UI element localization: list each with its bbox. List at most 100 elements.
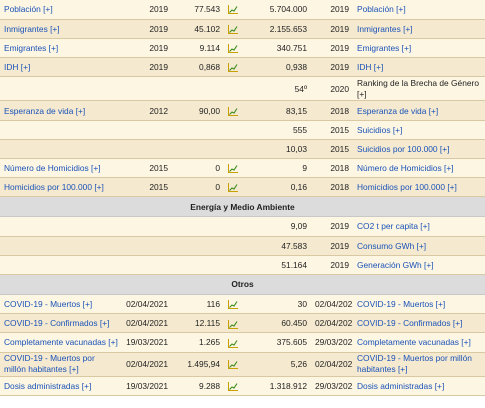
left-date: 2012 — [118, 100, 172, 121]
left-chart-cell — [224, 139, 246, 159]
right-date: 02/04/2021 — [311, 352, 353, 378]
left-value: 0,868 — [172, 57, 224, 77]
table-row: 9,09 2019 CO2 t per capita [+] — [0, 216, 485, 237]
right-date: 2015 — [311, 120, 353, 140]
left-value — [172, 236, 224, 256]
left-chart-cell — [224, 19, 246, 39]
left-indicator-link[interactable]: Inmigrantes [+] — [0, 19, 118, 39]
right-indicator-link[interactable]: Emigrantes [+] — [353, 38, 485, 58]
mini-chart-icon[interactable] — [228, 360, 238, 370]
right-value: 54º — [246, 76, 311, 102]
right-value: 340.751 — [246, 38, 311, 58]
right-indicator-link[interactable]: COVID-19 - Muertos por millón habitantes… — [353, 352, 485, 378]
left-indicator-link[interactable]: IDH [+] — [0, 57, 118, 77]
left-date: 19/03/2021 — [118, 376, 172, 397]
left-value: 116 — [172, 294, 224, 315]
mini-chart-icon[interactable] — [228, 5, 238, 15]
left-chart-cell — [224, 38, 246, 58]
left-chart-cell — [224, 352, 246, 378]
mini-chart-icon[interactable] — [228, 319, 238, 329]
section-title: Energía y Medio Ambiente — [0, 196, 485, 218]
mini-chart-icon[interactable] — [228, 62, 238, 72]
right-indicator-link[interactable]: Suicidios por 100.000 [+] — [353, 139, 485, 159]
section-title: Otros — [0, 274, 485, 296]
right-value: 5.704.000 — [246, 0, 311, 20]
right-date: 2019 — [311, 236, 353, 256]
right-indicator-link[interactable]: Consumo GWh [+] — [353, 236, 485, 256]
left-date: 2019 — [118, 57, 172, 77]
table-row: Número de Homicidios [+] 2015 0 9 2018 Número… — [0, 158, 485, 178]
mini-chart-icon[interactable] — [228, 43, 238, 53]
right-indicator-link[interactable]: Dosis administradas [+] — [353, 376, 485, 397]
mini-chart-icon[interactable] — [228, 338, 238, 348]
left-value — [172, 139, 224, 159]
left-date: 2019 — [118, 0, 172, 20]
left-value: 9.288 — [172, 376, 224, 397]
left-chart-cell — [224, 216, 246, 237]
left-indicator-link[interactable]: Emigrantes [+] — [0, 38, 118, 58]
left-date: 02/04/2021 — [118, 313, 172, 334]
section-header: Otros — [0, 274, 485, 296]
left-indicator-link[interactable]: COVID-19 - Muertos [+] — [0, 294, 118, 315]
left-indicator-link[interactable]: Número de Homicidios [+] — [0, 158, 118, 178]
left-value — [172, 216, 224, 237]
mini-chart-icon[interactable] — [228, 382, 238, 392]
mini-chart-icon[interactable] — [228, 300, 238, 310]
left-value: 12.115 — [172, 313, 224, 334]
left-indicator-link — [0, 139, 118, 159]
table-row: Inmigrantes [+] 2019 45.102 2.155.653 2019 In… — [0, 19, 485, 39]
right-indicator-link[interactable]: Población [+] — [353, 0, 485, 20]
left-value: 0 — [172, 177, 224, 197]
mini-chart-icon[interactable] — [228, 24, 238, 34]
left-indicator-link[interactable]: Dosis administradas [+] — [0, 376, 118, 397]
right-indicator-link[interactable]: Número de Homicidios [+] — [353, 158, 485, 178]
left-indicator-link[interactable]: Esperanza de vida [+] — [0, 100, 118, 121]
left-value — [172, 76, 224, 102]
left-date: 2019 — [118, 19, 172, 39]
right-indicator-link[interactable]: Suicidios [+] — [353, 120, 485, 140]
left-indicator-link[interactable]: COVID-19 - Muertos por millón habitantes… — [0, 352, 118, 378]
right-indicator-link[interactable]: COVID-19 - Muertos [+] — [353, 294, 485, 315]
country-comparison-table: Población [+] 2019 77.543 5.704.000 2019 Pobl… — [0, 0, 485, 397]
left-chart-cell — [224, 158, 246, 178]
left-date — [118, 76, 172, 102]
mini-chart-icon[interactable] — [228, 106, 238, 116]
right-value: 9 — [246, 158, 311, 178]
table-row: Población [+] 2019 77.543 5.704.000 2019 Pobl… — [0, 0, 485, 20]
left-indicator-link[interactable]: Población [+] — [0, 0, 118, 20]
left-date: 2015 — [118, 177, 172, 197]
right-value: 0,938 — [246, 57, 311, 77]
left-chart-cell — [224, 255, 246, 275]
table-row: Esperanza de vida [+] 2012 90,00 83,15 2018 E… — [0, 100, 485, 121]
right-indicator-link[interactable]: CO2 t per capita [+] — [353, 216, 485, 237]
table-row: 54º 2020 Ranking de la Brecha de Género [+… — [0, 76, 485, 102]
right-indicator-link[interactable]: Completamente vacunadas [+] — [353, 332, 485, 353]
right-date: 2019 — [311, 0, 353, 20]
right-indicator-link[interactable]: Inmigrantes [+] — [353, 19, 485, 39]
table-row: 555 2015 Suicidios [+] — [0, 120, 485, 140]
left-value: 9.114 — [172, 38, 224, 58]
right-date: 29/03/2021 — [311, 376, 353, 397]
mini-chart-icon[interactable] — [228, 163, 238, 173]
mini-chart-icon[interactable] — [228, 183, 238, 193]
right-indicator-link[interactable]: Homicidios por 100.000 [+] — [353, 177, 485, 197]
left-chart-cell — [224, 57, 246, 77]
left-indicator-link[interactable]: Homicidios por 100.000 [+] — [0, 177, 118, 197]
left-date: 02/04/2021 — [118, 352, 172, 378]
right-indicator-link[interactable]: Generación GWh [+] — [353, 255, 485, 275]
left-chart-cell — [224, 332, 246, 353]
left-chart-cell — [224, 100, 246, 121]
left-date — [118, 216, 172, 237]
left-indicator-link[interactable]: Completamente vacunadas [+] — [0, 332, 118, 353]
left-indicator-link[interactable]: COVID-19 - Confirmados [+] — [0, 313, 118, 334]
right-indicator-link[interactable]: COVID-19 - Confirmados [+] — [353, 313, 485, 334]
right-indicator-link[interactable]: IDH [+] — [353, 57, 485, 77]
left-value: 90,00 — [172, 100, 224, 121]
right-value: 83,15 — [246, 100, 311, 121]
left-chart-cell — [224, 0, 246, 20]
left-chart-cell — [224, 376, 246, 397]
right-date: 2020 — [311, 76, 353, 102]
left-date — [118, 139, 172, 159]
right-indicator-link[interactable]: Esperanza de vida [+] — [353, 100, 485, 121]
table-row: Dosis administradas [+] 19/03/2021 9.288 1.… — [0, 376, 485, 397]
